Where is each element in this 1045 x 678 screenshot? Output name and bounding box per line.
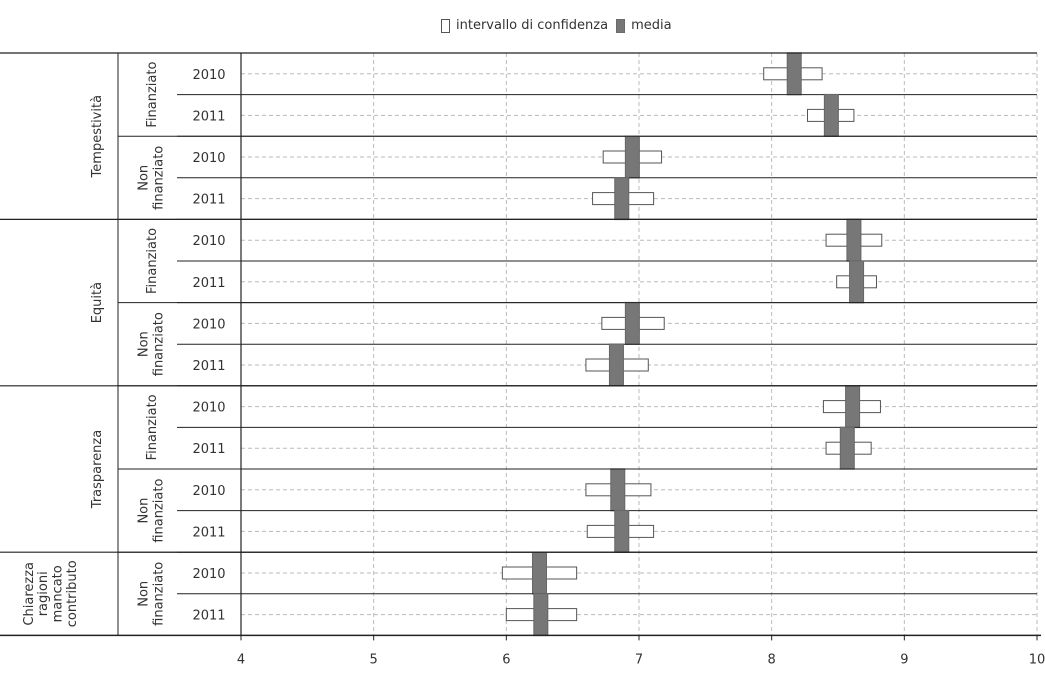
mean-bar (533, 593, 549, 637)
subgroup-label: Nonfinanziato (136, 312, 166, 376)
x-tick-label: 5 (370, 652, 378, 667)
subgroup-label: Nonfinanziato (136, 562, 166, 626)
subgroup-label: Finanziato (145, 62, 160, 128)
mean-bar (532, 551, 547, 595)
x-tick-label: 10 (1029, 652, 1045, 667)
mean-bar (786, 52, 802, 96)
year-label: 2010 (192, 68, 225, 83)
year-label: 2010 (192, 151, 225, 166)
mean-bar (845, 385, 861, 429)
mean-bar (624, 135, 640, 179)
group-label: Equità (90, 282, 105, 323)
group-label-multiline: Chiarezzaragionimancatocontributo (22, 560, 80, 627)
mean-bar (823, 93, 839, 137)
mean-swatch-icon (616, 18, 626, 33)
legend-ci-label: intervallo di confidenza (456, 18, 609, 33)
mean-bar (614, 509, 630, 553)
subgroup-label: Finanziato (145, 228, 160, 294)
year-label: 2010 (192, 401, 225, 416)
mean-bar (610, 468, 626, 512)
year-label: 2011 (192, 109, 225, 124)
year-label: 2010 (192, 317, 225, 332)
mean-bar (624, 301, 640, 345)
mean-bar (849, 260, 865, 304)
x-tick-label: 4 (237, 652, 245, 667)
x-tick-label: 6 (502, 652, 510, 667)
group-label: Trasparenza (90, 430, 105, 509)
year-label: 2010 (192, 234, 225, 249)
subgroup-label: Nonfinanziato (136, 146, 166, 210)
year-label: 2011 (192, 525, 225, 540)
subgroup-label: Nonfinanziato (136, 479, 166, 543)
x-tick-label: 9 (900, 652, 908, 667)
subgroup-label: Finanziato (145, 394, 160, 460)
year-label: 2011 (192, 609, 225, 624)
year-label: 2011 (192, 193, 225, 208)
year-label: 2011 (192, 359, 225, 374)
legend-mean-label: media (631, 18, 672, 33)
year-label: 2010 (192, 567, 225, 582)
ci-swatch-icon (441, 18, 450, 33)
x-tick-label: 8 (768, 652, 776, 667)
year-label: 2011 (192, 276, 225, 291)
mean-bar (614, 177, 630, 221)
year-label: 2011 (192, 442, 225, 457)
group-label: Tempestività (90, 95, 105, 179)
year-label: 2010 (192, 484, 225, 499)
x-tick-label: 7 (635, 652, 643, 667)
mean-bar (839, 426, 855, 470)
mean-bar (608, 343, 624, 387)
legend: intervallo di confidenza media (441, 18, 672, 33)
mean-bar (846, 218, 862, 262)
